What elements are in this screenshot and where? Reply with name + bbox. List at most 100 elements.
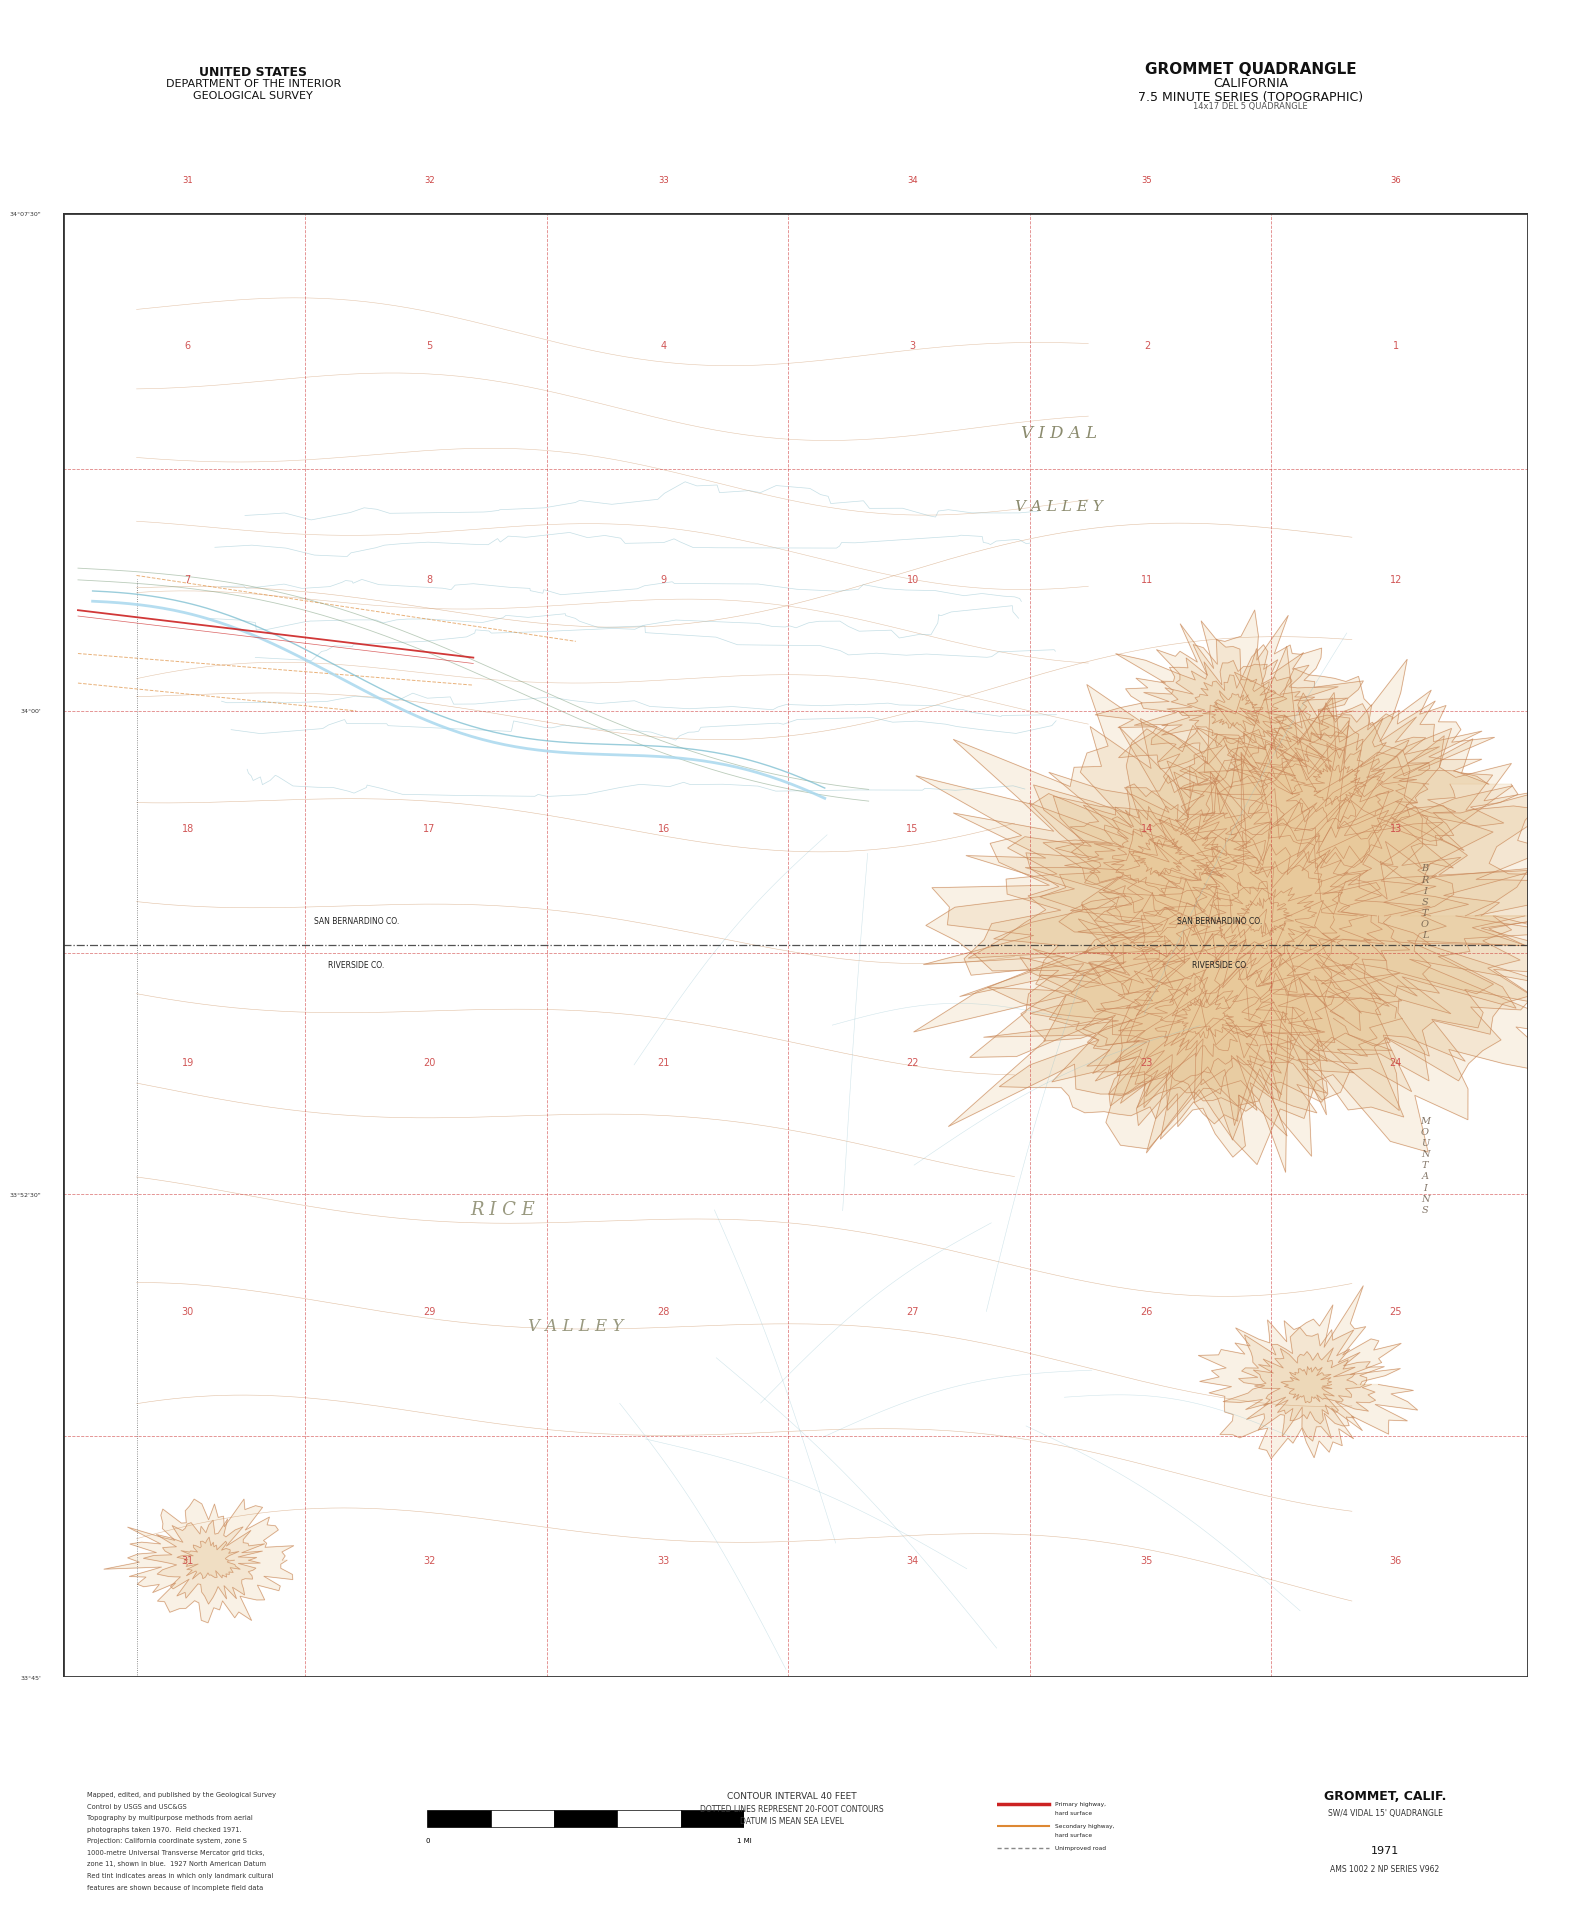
Text: 11: 11 [1141,575,1152,585]
Text: 16: 16 [657,824,670,834]
Text: Primary highway,: Primary highway, [1054,1801,1107,1806]
Text: Control by USGS and USC&GS: Control by USGS and USC&GS [87,1803,187,1808]
Bar [617,1810,681,1828]
Text: 7.5 MINUTE SERIES (TOPOGRAPHIC): 7.5 MINUTE SERIES (TOPOGRAPHIC) [1138,91,1363,104]
Text: 7: 7 [185,575,192,585]
Polygon shape [1111,818,1385,1000]
Polygon shape [1179,676,1287,747]
Text: 5: 5 [426,342,432,351]
Text: 30: 30 [182,1307,193,1316]
Polygon shape [1031,886,1391,1139]
Text: 12: 12 [1390,575,1403,585]
Polygon shape [1099,797,1429,1023]
Text: 24: 24 [1390,1058,1403,1067]
Text: Projection: California coordinate system, zone S: Projection: California coordinate system… [87,1837,247,1843]
Polygon shape [144,1519,264,1604]
Text: Secondary highway,: Secondary highway, [1054,1824,1114,1828]
Text: 14: 14 [1141,824,1152,834]
Text: 34°07'30": 34°07'30" [9,212,41,216]
Text: hard surface: hard surface [1054,1832,1092,1837]
Polygon shape [948,647,1583,1173]
Text: 36: 36 [1390,1556,1403,1565]
Text: 34: 34 [907,1556,918,1565]
Polygon shape [1304,764,1366,805]
Text: AMS 1002 2 NP SERIES V962: AMS 1002 2 NP SERIES V962 [1330,1864,1441,1874]
Text: R I C E: R I C E [470,1200,535,1218]
Text: 4: 4 [660,342,666,351]
Text: 35: 35 [1141,176,1152,185]
Text: SAN BERNARDINO CO.: SAN BERNARDINO CO. [1178,917,1263,926]
Text: 1: 1 [1393,342,1399,351]
Polygon shape [1281,1366,1334,1403]
Text: 6: 6 [185,342,192,351]
Polygon shape [1095,610,1363,814]
Polygon shape [1159,832,1371,992]
Text: 33°45': 33°45' [21,1675,41,1679]
Text: UNITED STATES: UNITED STATES [199,66,307,79]
Polygon shape [994,757,1550,1125]
Text: 9: 9 [660,575,666,585]
Text: 1 MI: 1 MI [736,1837,752,1843]
Text: CONTOUR INTERVAL 40 FEET: CONTOUR INTERVAL 40 FEET [727,1791,856,1801]
Polygon shape [926,648,1583,1166]
Polygon shape [1130,840,1194,876]
Text: 32: 32 [424,176,435,185]
Polygon shape [1111,818,1220,894]
Polygon shape [1026,730,1561,1100]
Text: V A L L E Y: V A L L E Y [529,1318,624,1336]
Polygon shape [1181,693,1490,874]
Text: 8: 8 [426,575,432,585]
Text: B
R
I
S
T
O
L: B R I S T O L [1422,865,1429,940]
Polygon shape [1175,996,1233,1038]
Text: 19: 19 [182,1058,193,1067]
Polygon shape [1271,745,1393,822]
Text: 23: 23 [1141,1058,1152,1067]
Bar [491,1810,554,1828]
Text: 27: 27 [907,1307,918,1316]
Polygon shape [104,1500,294,1623]
Text: DEPARTMENT OF THE INTERIOR: DEPARTMENT OF THE INTERIOR [166,79,340,89]
Text: zone 11, shown in blue.  1927 North American Datum: zone 11, shown in blue. 1927 North Ameri… [87,1861,266,1866]
Polygon shape [913,685,1583,1156]
Text: 32: 32 [423,1556,435,1565]
Text: 28: 28 [657,1307,670,1316]
Text: Red tint indicates areas in which only landmark cultural: Red tint indicates areas in which only l… [87,1872,274,1878]
Text: 29: 29 [423,1307,435,1316]
Text: 17: 17 [423,824,435,834]
Text: hard surface: hard surface [1054,1810,1092,1816]
Polygon shape [1083,772,1469,1056]
Bar [554,1810,617,1828]
Text: CALIFORNIA: CALIFORNIA [1213,77,1289,91]
Text: 3: 3 [910,342,915,351]
Text: 36: 36 [1390,176,1401,185]
Text: 26: 26 [1141,1307,1152,1316]
Text: 20: 20 [423,1058,435,1067]
Polygon shape [959,722,1531,1106]
Text: Unimproved road: Unimproved road [1054,1845,1107,1851]
Polygon shape [1070,755,1447,1062]
Text: SW/4 VIDAL 15' QUADRANGLE: SW/4 VIDAL 15' QUADRANGLE [1328,1808,1442,1818]
Polygon shape [983,880,1403,1158]
Text: 22: 22 [907,1058,918,1067]
Text: GROMMET QUADRANGLE: GROMMET QUADRANGLE [1145,62,1357,77]
Text: GROMMET, CALIF.: GROMMET, CALIF. [1323,1789,1447,1803]
Text: 21: 21 [657,1058,670,1067]
Text: DATUM IS MEAN SEA LEVEL: DATUM IS MEAN SEA LEVEL [739,1816,844,1826]
Text: 10: 10 [907,575,918,585]
Text: SAN BERNARDINO CO.: SAN BERNARDINO CO. [313,917,399,926]
Polygon shape [1162,662,1315,764]
Polygon shape [1217,704,1442,868]
Polygon shape [1187,863,1357,973]
Polygon shape [1097,932,1320,1100]
Text: V A L L E Y: V A L L E Y [1015,500,1103,513]
Polygon shape [1230,718,1429,843]
Polygon shape [1135,639,1347,795]
Polygon shape [1236,899,1293,936]
Text: 34: 34 [907,176,918,185]
Text: 14x17 DEL 5 QUADRANGLE: 14x17 DEL 5 QUADRANGLE [1194,102,1308,112]
Text: 34°00': 34°00' [21,708,41,714]
Text: 33: 33 [659,176,670,185]
Text: RIVERSIDE CO.: RIVERSIDE CO. [328,961,385,969]
Text: M
O
U
N
T
A
I
N
S: M O U N T A I N S [1420,1116,1429,1214]
Text: 13: 13 [1390,824,1403,834]
